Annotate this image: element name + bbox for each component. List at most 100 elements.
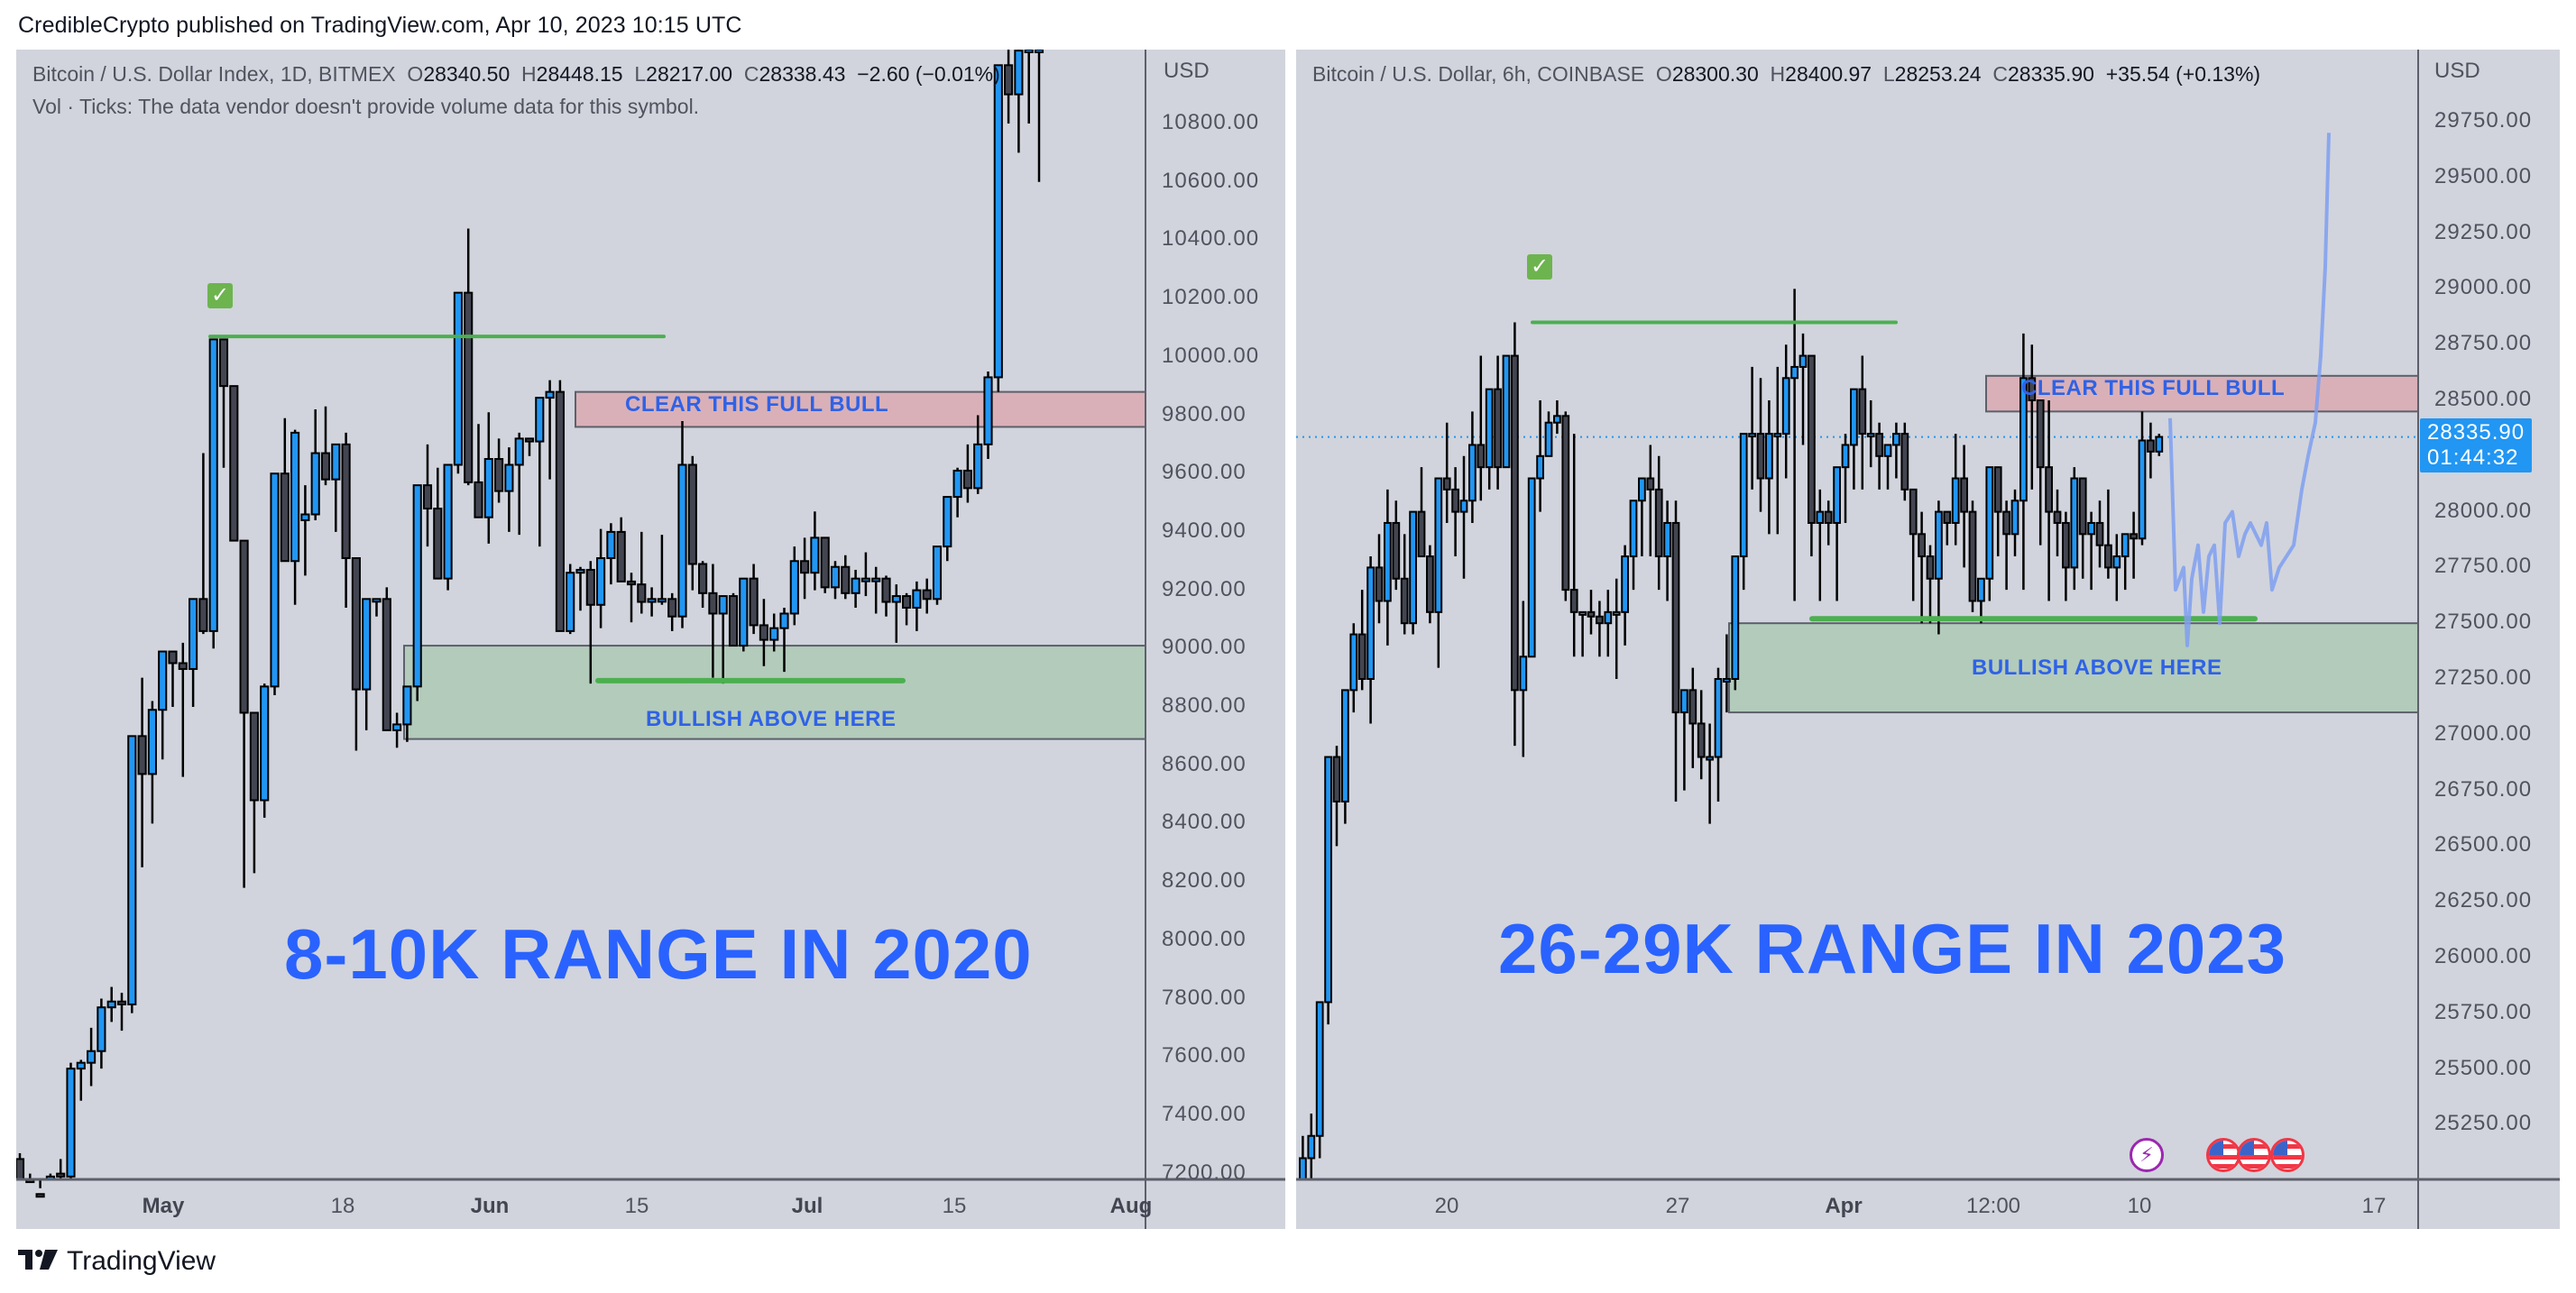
candle	[16, 1152, 25, 1181]
candle	[1434, 477, 1443, 668]
candle	[1985, 466, 1994, 601]
time-tick-label: Jun	[470, 1194, 510, 1218]
candle	[66, 1062, 76, 1179]
candle	[637, 531, 647, 614]
price-tick-label: 10600.00	[1162, 168, 1260, 193]
right-range-annotation: 26-29K RANGE IN 2023	[1498, 909, 2287, 988]
candle	[1409, 510, 1417, 635]
tradingview-logo[interactable]: TradingView	[18, 1246, 216, 1277]
candle	[320, 406, 331, 486]
price-tick-label: 27000.00	[2434, 720, 2533, 746]
candle	[1731, 555, 1740, 691]
candle	[2045, 400, 2053, 601]
candle	[2062, 511, 2070, 601]
candle	[687, 455, 697, 591]
candle	[433, 467, 443, 580]
candle	[1790, 289, 1799, 601]
us-flag-event-icon[interactable]	[2270, 1138, 2305, 1172]
candle	[2138, 411, 2147, 546]
time-tick-label: 15	[624, 1194, 649, 1218]
candle	[1883, 444, 1892, 490]
price-tick-label: 27250.00	[2434, 665, 2533, 690]
candle	[1366, 556, 1375, 724]
candle	[229, 385, 239, 542]
candle	[1646, 445, 1655, 557]
right-open: 28300.30	[1671, 62, 1759, 86]
candle	[341, 432, 351, 609]
price-tick-label: 8600.00	[1162, 751, 1247, 776]
candle	[1324, 756, 1332, 1025]
candle	[514, 432, 524, 536]
left-candlestick-chart[interactable]	[16, 50, 1285, 1229]
candle	[198, 453, 208, 635]
us-flag-event-icon[interactable]	[2206, 1138, 2240, 1172]
candle	[422, 444, 433, 547]
tradingview-wordmark: TradingView	[67, 1246, 216, 1276]
candle	[362, 598, 372, 730]
candle	[351, 557, 361, 751]
candle	[718, 595, 728, 684]
candle	[310, 409, 320, 520]
candle	[902, 592, 912, 626]
price-projection-path[interactable]	[2168, 133, 2331, 647]
candle	[1511, 322, 1519, 747]
candle	[1918, 511, 1926, 624]
candle	[810, 511, 820, 591]
candle	[178, 642, 188, 777]
candle	[249, 711, 259, 874]
candle	[932, 546, 943, 605]
left-chart-panel[interactable]: Bitcoin / U.S. Dollar Index, 1D, BITMEX …	[16, 50, 1285, 1229]
right-support-label: BULLISH ABOVE HERE	[1972, 656, 2222, 680]
us-flag-event-icon[interactable]	[2237, 1138, 2271, 1172]
candle	[1544, 411, 1553, 457]
candle	[2036, 399, 2045, 546]
candle	[147, 701, 157, 824]
candle	[1663, 500, 1671, 601]
candle	[1993, 466, 2002, 557]
support-zone[interactable]	[1728, 622, 2419, 714]
resistance-zone[interactable]	[575, 390, 1146, 428]
candle	[993, 64, 1003, 392]
candle	[1935, 500, 1943, 635]
candle	[2010, 489, 2019, 557]
candle	[1714, 667, 1723, 802]
candle	[1926, 545, 1935, 624]
price-tick-label: 28500.00	[2434, 387, 2533, 411]
candle	[290, 429, 300, 605]
candle	[1960, 445, 1968, 568]
candle	[137, 677, 147, 867]
candle	[494, 438, 504, 503]
candle	[1315, 1001, 1324, 1159]
candle	[1629, 500, 1638, 591]
candle	[860, 552, 870, 597]
right-chart-panel[interactable]: Bitcoin / U.S. Dollar, 6h, COINBASE O283…	[1296, 50, 2560, 1229]
candle	[851, 569, 860, 609]
candle	[1519, 601, 1528, 757]
candle	[56, 1159, 66, 1179]
candle	[2130, 511, 2138, 579]
price-tick-label: 10200.00	[1162, 285, 1260, 310]
candle	[1900, 422, 1909, 501]
candle	[412, 484, 422, 702]
checkmark-icon: ✓	[207, 283, 233, 308]
candle	[189, 598, 198, 707]
candle	[983, 371, 993, 460]
resistance-zone[interactable]	[1985, 374, 2419, 413]
candle	[280, 417, 290, 563]
candle	[25, 1173, 35, 1184]
price-tick-label: 9800.00	[1162, 401, 1247, 426]
candle	[871, 566, 881, 614]
candle	[1400, 534, 1409, 635]
published-header: CredibleCrypto published on TradingView.…	[18, 13, 742, 38]
lightning-event-icon[interactable]: ⚡	[2130, 1138, 2164, 1172]
candle	[76, 1059, 86, 1101]
right-resistance-label: CLEAR THIS FULL BULL	[2021, 376, 2286, 400]
candle	[1943, 510, 1952, 546]
candle	[575, 566, 585, 611]
tradingview-logo-icon	[18, 1246, 58, 1277]
right-candlestick-chart[interactable]	[1296, 50, 2560, 1229]
candle	[1654, 455, 1663, 591]
price-tick-label: 8400.00	[1162, 810, 1247, 835]
support-zone[interactable]	[403, 645, 1146, 740]
price-tick-label: 26250.00	[2434, 888, 2533, 913]
